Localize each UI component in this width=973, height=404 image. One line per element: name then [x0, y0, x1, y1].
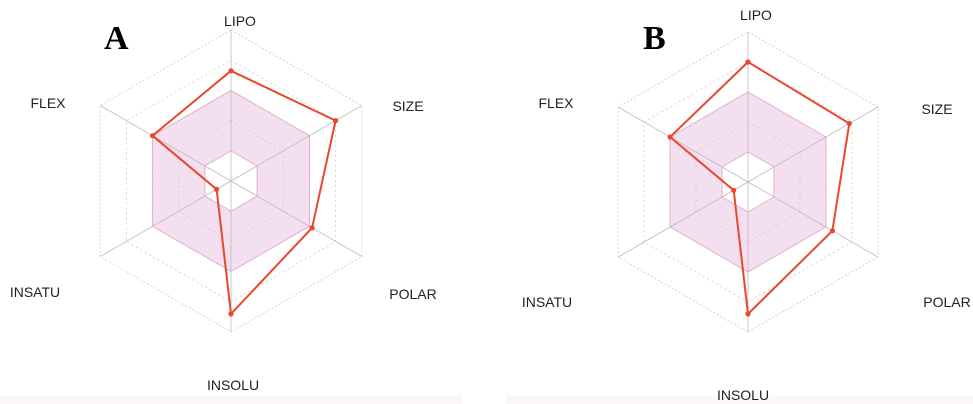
data-point: [149, 133, 156, 139]
axis-spoke: [747, 181, 879, 258]
radar-chart-b-svg: LIPO SIZE POLAR INSOLU INSATU FLEX: [522, 7, 971, 403]
axis-label-polar: POLAR: [389, 286, 436, 302]
axis-spoke: [230, 180, 362, 257]
axis-label-size: SIZE: [921, 101, 952, 117]
axis-label-insolu: INSOLU: [717, 387, 769, 403]
axis-label-flex: FLEX: [30, 95, 66, 111]
axis-label-insatu: INSATU: [10, 284, 60, 300]
panel-label-b: B: [643, 20, 666, 57]
data-point: [333, 118, 339, 124]
axis-label-lipo: LIPO: [224, 13, 256, 29]
axis-spoke: [617, 181, 749, 258]
axis-label-insolu: INSOLU: [207, 377, 259, 393]
axis-spoke: [230, 105, 362, 182]
axis-label-insatu: INSATU: [522, 294, 572, 310]
radar-chart-a: LIPO SIZE POLAR INSOLU INSATU FLEX A: [0, 0, 462, 404]
axis-label-polar: POLAR: [923, 294, 970, 310]
panel-label-a: A: [104, 20, 129, 57]
radar-chart-b: LIPO SIZE POLAR INSOLU INSATU FLEX B: [506, 0, 973, 404]
data-point: [745, 311, 751, 317]
data-point: [228, 68, 234, 74]
data-point: [745, 59, 751, 65]
data-point: [731, 187, 737, 193]
panel-bottom-band: [506, 396, 973, 404]
data-point: [214, 186, 220, 192]
axis-spoke: [747, 106, 879, 183]
axis-spoke: [100, 180, 232, 257]
axis-spoke: [617, 106, 749, 183]
panel-bottom-band: [0, 396, 462, 404]
data-point: [846, 120, 852, 127]
data-point: [228, 311, 234, 317]
data-point: [829, 228, 835, 234]
data-point: [309, 225, 315, 231]
axis-label-flex: FLEX: [538, 95, 574, 111]
axis-label-size: SIZE: [392, 98, 423, 114]
data-point: [667, 134, 673, 140]
axis-label-lipo: LIPO: [740, 7, 772, 23]
radar-chart-a-svg: LIPO SIZE POLAR INSOLU INSATU FLEX: [10, 13, 437, 393]
axis-spoke: [100, 105, 232, 182]
